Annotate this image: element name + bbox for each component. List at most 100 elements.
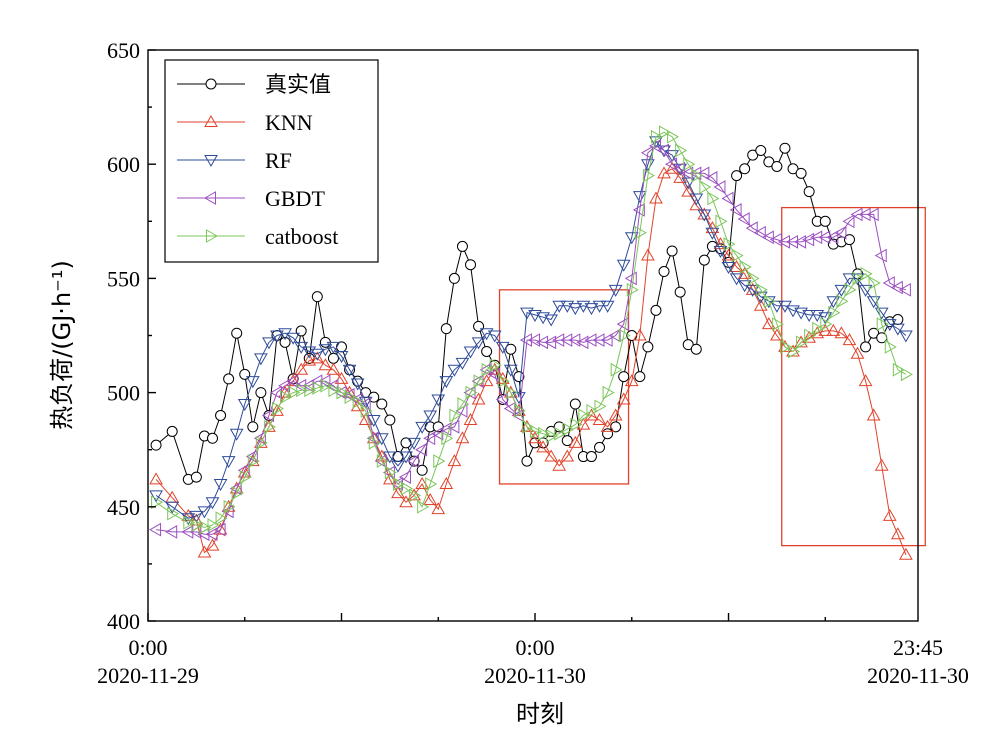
x-tick-label-date: 2020-11-30	[484, 663, 586, 688]
data-point	[520, 307, 534, 320]
data-point	[391, 486, 405, 499]
data-point	[586, 404, 599, 418]
data-point	[272, 401, 285, 416]
data-point	[215, 511, 228, 526]
data-point	[165, 525, 178, 539]
data-point	[546, 429, 559, 443]
data-point	[229, 481, 242, 496]
data-point	[191, 518, 204, 532]
legend-marker	[204, 155, 218, 168]
data-point	[519, 333, 532, 347]
data-point	[561, 435, 573, 447]
data-point	[642, 341, 654, 353]
data-point	[415, 476, 429, 489]
data-point	[278, 378, 291, 393]
data-point	[729, 203, 742, 217]
data-point	[207, 432, 219, 444]
data-point	[778, 339, 792, 352]
data-point	[592, 300, 607, 313]
data-point	[753, 298, 768, 311]
data-point	[874, 458, 889, 471]
data-point	[391, 460, 405, 473]
data-point	[866, 296, 881, 309]
data-point	[399, 470, 412, 484]
data-point	[302, 378, 315, 393]
data-point	[650, 129, 663, 144]
data-point	[715, 214, 728, 229]
legend-marker	[206, 229, 219, 243]
data-point	[665, 150, 679, 163]
data-point	[585, 451, 597, 463]
x-tick-label-date: 2020-11-29	[97, 663, 199, 688]
data-point	[269, 385, 283, 400]
data-point	[771, 160, 783, 172]
data-point	[810, 326, 825, 339]
legend-item: catboost	[177, 224, 338, 249]
data-point	[311, 291, 323, 303]
data-point	[624, 232, 639, 245]
data-point	[618, 371, 630, 383]
y-tick-label: 550	[107, 266, 140, 291]
data-point	[302, 346, 317, 359]
data-point	[223, 499, 236, 514]
data-point	[150, 439, 162, 451]
data-point	[602, 428, 614, 440]
data-point	[481, 345, 493, 357]
data-point	[318, 358, 333, 371]
data-point	[820, 317, 833, 331]
data-point	[423, 410, 438, 423]
y-tick-label: 450	[107, 495, 140, 520]
data-point	[777, 234, 790, 249]
data-point	[167, 506, 180, 521]
data-point	[770, 328, 784, 341]
data-point	[560, 300, 575, 313]
data-point	[568, 435, 583, 448]
data-point	[465, 259, 477, 271]
data-point	[207, 518, 220, 532]
data-point	[431, 394, 446, 407]
axes: 400 450 500 550 600 650 0:00 2020-11-29 0:00 202…	[97, 38, 969, 688]
data-point	[578, 408, 591, 423]
data-point	[528, 333, 541, 347]
data-point	[255, 435, 268, 450]
data-point	[439, 476, 454, 489]
data-point	[890, 323, 905, 336]
data-point	[288, 385, 301, 400]
data-point	[407, 437, 421, 450]
data-point	[836, 294, 849, 309]
data-point	[745, 282, 760, 295]
data-point	[860, 266, 873, 281]
data-point	[538, 426, 551, 441]
data-point	[584, 333, 597, 347]
data-point	[342, 388, 355, 402]
data-point	[868, 276, 881, 290]
data-point	[745, 284, 760, 297]
data-point	[624, 271, 637, 286]
data-point	[295, 325, 307, 337]
data-point	[352, 394, 365, 409]
legend-item: 真实值	[177, 73, 331, 98]
data-point	[495, 392, 508, 407]
data-point	[447, 454, 462, 467]
data-point	[383, 451, 397, 464]
data-point	[270, 330, 284, 343]
data-point	[632, 203, 645, 217]
data-point	[560, 449, 575, 462]
data-point	[376, 454, 389, 468]
y-tick-label: 650	[107, 38, 140, 63]
data-point	[802, 309, 817, 322]
data-point	[197, 506, 212, 519]
data-point	[328, 383, 341, 398]
data-point	[826, 323, 841, 336]
data-point	[511, 408, 524, 423]
y-tick-label: 500	[107, 381, 140, 406]
data-point	[358, 413, 373, 426]
data-point	[850, 346, 865, 359]
data-point	[400, 437, 412, 449]
data-point	[294, 362, 309, 375]
legend-label: 真实值	[265, 73, 331, 98]
data-point	[416, 464, 428, 476]
data-point	[697, 166, 710, 181]
data-point	[705, 227, 720, 240]
data-point	[796, 335, 809, 350]
